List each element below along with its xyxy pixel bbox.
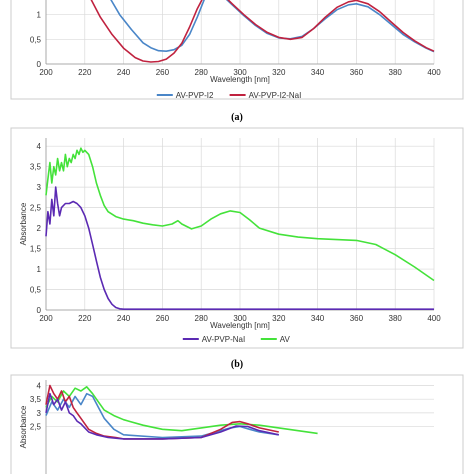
x-tick-label: 240 [117, 68, 131, 77]
series-line-unnamed-2 [45, 384, 279, 440]
panel-a-label: (a) [231, 112, 243, 123]
y-tick-label: 4 [37, 142, 42, 151]
y-tick-label: 1 [37, 11, 42, 20]
x-tick-label: 300 [233, 68, 247, 77]
x-tick-label: 220 [78, 314, 92, 323]
x-tick-label: 380 [389, 314, 403, 323]
x-tick-label: 280 [195, 314, 209, 323]
series-line-av-pvp-nai [45, 186, 434, 311]
x-tick-label: 360 [350, 68, 364, 77]
x-tick-label: 340 [311, 68, 325, 77]
x-tick-label: 300 [233, 314, 247, 323]
series-line-av-pvp-i2 [110, 0, 435, 53]
x-tick-label: 240 [117, 314, 131, 323]
y-tick-label: 3,5 [30, 395, 42, 404]
x-tick-label: 320 [272, 68, 286, 77]
series-line-av [45, 147, 435, 282]
y-tick-label: 0,5 [30, 35, 42, 44]
x-tick-label: 200 [39, 314, 53, 323]
legend-label: AV [280, 335, 291, 344]
y-tick-label: 3,5 [30, 163, 42, 172]
y-tick-label: 2 [37, 224, 42, 233]
y-tick-label: 3 [37, 409, 42, 418]
y-tick-label: 0,5 [30, 286, 42, 295]
x-tick-label: 400 [427, 314, 441, 323]
panel-b-label: (b) [231, 359, 243, 370]
legend-label: AV-PVP-I2 [176, 91, 214, 100]
legend-label: AV-PVP-NaI [202, 335, 245, 344]
legend-label: AV-PVP-I2-NaI [249, 91, 302, 100]
x-tick-label: 380 [389, 68, 403, 77]
x-tick-label: 220 [78, 68, 92, 77]
x-tick-label: 260 [156, 68, 170, 77]
x-axis-label: Wavelength [nm] [210, 321, 270, 330]
series-line-unnamed-3 [45, 392, 279, 440]
x-tick-label: 360 [350, 314, 364, 323]
y-tick-label: 3 [37, 183, 42, 192]
series-line-unnamed-0 [45, 385, 318, 435]
y-tick-label: 0 [37, 306, 42, 315]
x-tick-label: 320 [272, 314, 286, 323]
x-tick-label: 280 [195, 68, 209, 77]
y-tick-label: 2,5 [30, 423, 42, 432]
y-axis-label: Absorbance [19, 202, 28, 245]
panel-a: 200 220 240 260 280 300 320 340 360 380 400 0 0,5 1 Wa… [30, 0, 441, 100]
y-tick-label: 2,5 [30, 204, 42, 213]
x-tick-label: 400 [427, 68, 441, 77]
panel-a-frame [10, 0, 464, 100]
panel-c: 2,5 3 3,5 4 Absorbance [19, 380, 434, 474]
y-tick-label: 0 [37, 60, 42, 69]
y-tick-label: 1,5 [30, 245, 42, 254]
panel-b-frame [10, 127, 464, 349]
x-tick-label: 200 [39, 68, 53, 77]
panel-c-frame [10, 374, 464, 474]
x-tick-label: 340 [311, 314, 325, 323]
y-tick-label: 4 [37, 381, 42, 390]
panel-b: 200 220 240 260 280 300 320 340 360 380 400 0 0,5 1 1,… [19, 138, 441, 344]
x-axis-label: Wavelength [nm] [210, 75, 270, 84]
y-axis-label: Absorbance [19, 405, 28, 448]
y-tick-label: 1 [37, 265, 42, 274]
series-line-av-pvp-i2-nai [90, 0, 435, 63]
x-tick-label: 260 [156, 314, 170, 323]
